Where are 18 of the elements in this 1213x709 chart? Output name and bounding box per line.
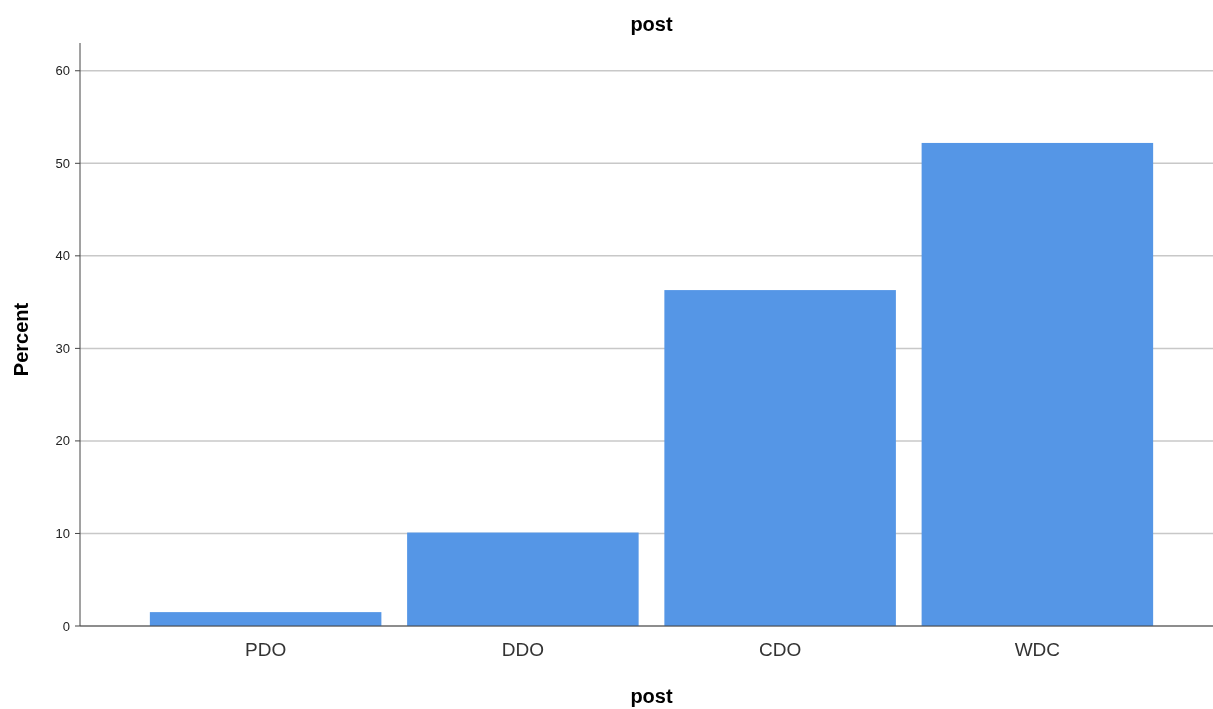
y-tick-label: 50 <box>55 155 70 171</box>
x-tick-label: DDO <box>501 639 544 660</box>
y-tick-label: 10 <box>55 526 70 542</box>
chart-title: post <box>630 13 673 35</box>
y-axis-title: Percent <box>10 302 32 377</box>
x-axis-title: post <box>630 685 673 707</box>
x-tick-label: PDO <box>245 639 287 660</box>
bar <box>407 532 639 626</box>
bar <box>921 142 1154 626</box>
y-tick-label: 60 <box>55 63 70 79</box>
bar <box>664 290 896 626</box>
y-tick-label: 20 <box>55 433 70 449</box>
x-tick-label: WDC <box>1014 639 1061 660</box>
y-tick-label: 40 <box>55 248 70 264</box>
bar <box>149 612 382 626</box>
y-tick-label: 30 <box>55 340 70 356</box>
x-tick-label: CDO <box>759 639 802 660</box>
y-tick-label: 0 <box>62 618 70 634</box>
